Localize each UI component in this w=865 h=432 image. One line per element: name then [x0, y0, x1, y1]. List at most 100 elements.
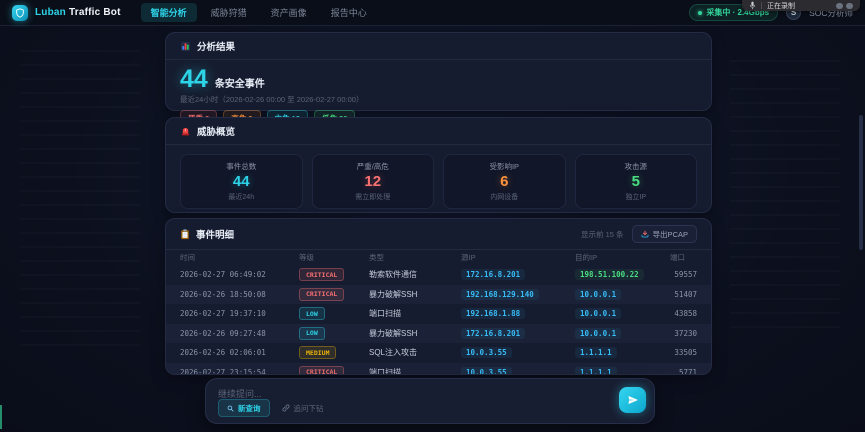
cell-time: 2026-02-27 23:15:54 [180, 367, 266, 375]
level-badge: MEDIUM [299, 346, 337, 360]
table-row[interactable]: 2026-02-27 06:49:02 CRITICAL 勒索软件通信 172.… [166, 265, 711, 285]
analysis-card-header: 分析结果 [166, 33, 711, 60]
destination-ip[interactable]: 1.1.1.1 [575, 347, 617, 359]
analysis-time-range: 最近24小时（2026-02-26 00:00 至 2026-02-27 00:… [180, 95, 364, 104]
stat-value: 44 [232, 173, 250, 190]
stat-card: 受影响IP 6 内网设备 [443, 154, 566, 210]
cell-type: 端口扫描 [369, 367, 401, 375]
stat-card: 攻击源 5 独立IP [574, 154, 697, 210]
event-count-value: 44 [180, 65, 208, 93]
level-badge: CRITICAL [299, 268, 345, 282]
destination-ip[interactable]: 198.51.100.22 [575, 269, 644, 281]
overview-card-title: 威胁概览 [197, 127, 236, 138]
cell-level: LOW [299, 326, 369, 340]
analysis-card-title: 分析结果 [197, 42, 236, 53]
cell-dst-ip: 198.51.100.22 [575, 269, 670, 281]
source-ip[interactable]: 192.168.129.140 [461, 288, 539, 300]
table-row[interactable]: 2026-02-26 18:50:08 CRITICAL 暴力破解SSH 192… [166, 284, 711, 304]
cell-time: 2026-02-27 06:49:02 [180, 270, 266, 280]
new-query-label: 新查询 [238, 403, 261, 413]
nav-tab[interactable]: 报告中心 [330, 8, 367, 18]
chat-input-bar: 继续提问... 新查询 追问下钻 [205, 378, 655, 424]
level-badge: CRITICAL [299, 365, 345, 374]
level-badge: CRITICAL [299, 287, 345, 301]
analysis-result-card: 分析结果 44 条安全事件 最近24小时（2026-02-26 00:00 至 … [165, 32, 712, 127]
cell-type: 端口扫描 [369, 309, 401, 319]
cell-port: 51407 [674, 289, 697, 299]
source-ip[interactable]: 172.16.8.201 [461, 327, 526, 339]
background-ghost-left [20, 50, 140, 350]
cell-time: 2026-02-26 18:50:08 [180, 289, 266, 299]
bar-chart-icon [180, 41, 191, 52]
cell-level: CRITICAL [299, 287, 369, 301]
stat-sublabel: 独立IP [625, 194, 647, 202]
cell-time: 2026-02-27 19:37:10 [180, 309, 266, 319]
nav-tab[interactable]: 资产画像 [270, 8, 307, 18]
column-header: 时间 [180, 253, 195, 262]
events-table-header: 时间 等级 类型 源IP 目的IP 端口 [166, 250, 711, 265]
microphone-icon [749, 1, 756, 10]
destination-ip[interactable]: 10.0.0.1 [575, 308, 622, 320]
overlay-divider [761, 2, 762, 9]
chat-mode-chips: 新查询 追问下钻 [218, 399, 326, 417]
cell-src-ip: 10.0.3.55 [461, 366, 575, 374]
stat-card: 严重/高危 12 需立即处理 [311, 154, 434, 210]
user-role-label: SOC分析师 [809, 7, 853, 18]
events-card-title: 事件明细 [196, 230, 235, 241]
stat-label: 事件总数 [226, 162, 257, 171]
scrollbar[interactable] [859, 115, 863, 250]
destination-ip[interactable]: 1.1.1.1 [575, 366, 617, 374]
cell-type: 勒索软件通信 [369, 270, 417, 280]
events-card-header: 事件明细 显示前 15 条 导出PCAP [166, 219, 711, 250]
table-row[interactable]: 2026-02-27 23:15:54 CRITICAL 端口扫描 10.0.3… [166, 362, 711, 375]
source-ip[interactable]: 192.168.1.88 [461, 308, 526, 320]
new-query-chip[interactable]: 新查询 [218, 399, 270, 417]
table-row[interactable]: 2026-02-26 02:06:01 MEDIUM SQL注入攻击 10.0.… [166, 343, 711, 363]
source-ip[interactable]: 10.0.3.55 [461, 347, 512, 359]
source-ip[interactable]: 10.0.3.55 [461, 366, 512, 374]
cell-dst-ip: 10.0.0.1 [575, 308, 670, 320]
destination-ip[interactable]: 10.0.0.1 [575, 288, 622, 300]
event-detail-card: 事件明细 显示前 15 条 导出PCAP 时间 等级 类型 源IP 目的IP 端… [165, 218, 712, 375]
cell-level: CRITICAL [299, 268, 369, 282]
cell-type: 暴力破解SSH [369, 289, 418, 299]
corner-accent-bar [0, 405, 2, 429]
destination-ip[interactable]: 10.0.0.1 [575, 327, 622, 339]
source-ip[interactable]: 172.16.8.201 [461, 269, 526, 281]
event-count-unit: 条安全事件 [214, 79, 265, 90]
overlay-icon-left [836, 2, 843, 9]
cell-src-ip: 192.168.129.140 [461, 288, 575, 300]
export-pcap-button[interactable]: 导出PCAP [631, 225, 697, 243]
stat-label: 严重/高危 [356, 162, 389, 171]
export-pcap-label: 导出PCAP [652, 229, 688, 239]
cell-level: LOW [299, 307, 369, 321]
download-icon [641, 230, 649, 238]
main-nav: 智能分析 威胁狩猎 资产画像 报告中心 [140, 3, 377, 22]
chat-input[interactable]: 继续提问... [218, 389, 262, 399]
shield-icon [15, 7, 25, 18]
send-button[interactable] [619, 387, 646, 413]
background-ghost-right [730, 60, 840, 340]
table-row[interactable]: 2026-02-26 09:27:48 LOW 暴力破解SSH 172.16.8… [166, 323, 711, 343]
drilldown-chip[interactable]: 追问下钻 [280, 400, 326, 416]
cell-time: 2026-02-26 09:27:48 [180, 328, 266, 338]
cell-port: 33505 [674, 348, 697, 358]
cell-port: 37230 [674, 328, 697, 338]
status-dot-icon [698, 10, 703, 15]
overlay-control-icons[interactable] [836, 2, 853, 9]
overview-card-header: 威胁概览 [166, 118, 711, 145]
cell-src-ip: 192.168.1.88 [461, 308, 575, 320]
nav-tab[interactable]: 智能分析 [140, 3, 197, 22]
overview-stats-grid: 事件总数 44 最近24h 严重/高危 12 需立即处理 受影响IP 6 内网设… [166, 145, 711, 218]
paper-plane-icon [627, 394, 639, 406]
nav-tab[interactable]: 威胁狩猎 [210, 8, 247, 18]
top-navbar: Luban Traffic Bot 智能分析 威胁狩猎 资产画像 报告中心 采集… [0, 0, 865, 26]
stat-value: 12 [364, 173, 382, 190]
column-header: 类型 [369, 253, 384, 262]
recording-indicator-overlay[interactable]: 正在录制 [742, 0, 860, 11]
link-icon [282, 404, 290, 412]
showing-count-note: 显示前 15 条 [581, 229, 624, 239]
table-row[interactable]: 2026-02-27 19:37:10 LOW 端口扫描 192.168.1.8… [166, 304, 711, 324]
stat-label: 受影响IP [489, 162, 520, 171]
cell-type: SQL注入攻击 [369, 348, 418, 358]
